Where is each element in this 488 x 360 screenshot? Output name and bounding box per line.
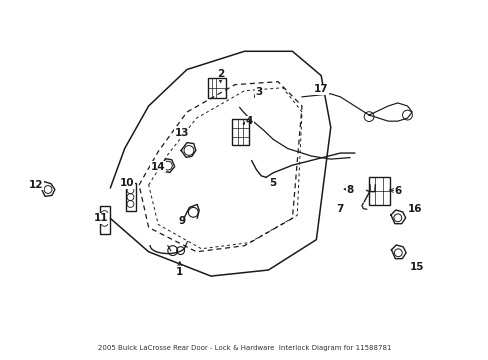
Bar xyxy=(125,183,136,211)
Bar xyxy=(368,177,389,205)
Text: 7: 7 xyxy=(336,204,344,214)
Text: 4: 4 xyxy=(245,116,252,126)
Text: 1: 1 xyxy=(176,266,183,276)
Bar xyxy=(100,206,110,234)
Text: 2: 2 xyxy=(217,69,224,79)
Text: 13: 13 xyxy=(175,128,189,138)
Text: 10: 10 xyxy=(120,179,134,188)
Text: 8: 8 xyxy=(346,185,353,194)
Text: 16: 16 xyxy=(407,204,421,214)
Text: 9: 9 xyxy=(178,216,185,226)
Text: 5: 5 xyxy=(269,179,276,188)
Text: 17: 17 xyxy=(313,84,328,94)
Bar xyxy=(231,119,248,144)
Text: 12: 12 xyxy=(29,180,43,190)
Text: 3: 3 xyxy=(255,87,262,97)
Text: 2005 Buick LaCrosse Rear Door - Lock & Hardware  Interlock Diagram for 11588781: 2005 Buick LaCrosse Rear Door - Lock & H… xyxy=(98,345,390,351)
Text: 6: 6 xyxy=(393,186,401,196)
Text: 14: 14 xyxy=(151,162,165,172)
Bar xyxy=(207,78,225,98)
Text: 15: 15 xyxy=(409,262,424,272)
Text: 11: 11 xyxy=(93,213,108,223)
